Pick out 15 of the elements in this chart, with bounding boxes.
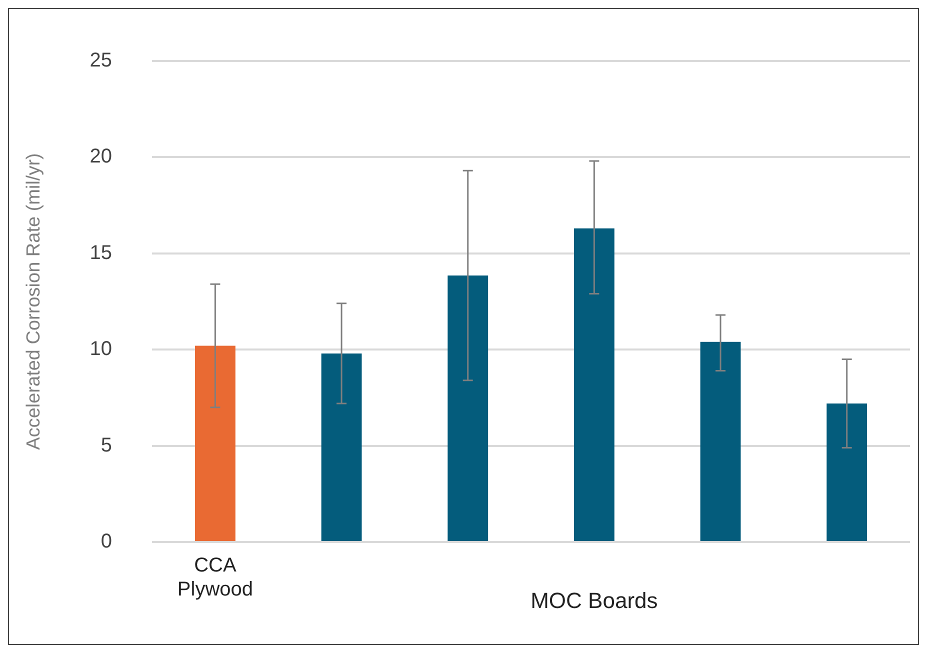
bar xyxy=(321,353,362,541)
y-axis-title: Accelerated Corrosion Rate (mil/yr) xyxy=(24,153,45,450)
y-tick-label: 10 xyxy=(90,338,112,360)
bar xyxy=(574,228,614,541)
bar xyxy=(448,276,488,541)
x-tick-label: CCA Plywood xyxy=(177,554,254,601)
y-tick-label: 25 xyxy=(90,50,112,72)
y-tick-label: 0 xyxy=(100,530,112,553)
y-tick-label: 15 xyxy=(90,242,112,264)
y-tick-label: 20 xyxy=(90,146,112,168)
y-tick-label: 5 xyxy=(100,434,112,456)
text: MOC Boards xyxy=(530,588,658,614)
bar xyxy=(700,342,741,541)
bar xyxy=(826,403,868,541)
bar xyxy=(194,346,236,541)
